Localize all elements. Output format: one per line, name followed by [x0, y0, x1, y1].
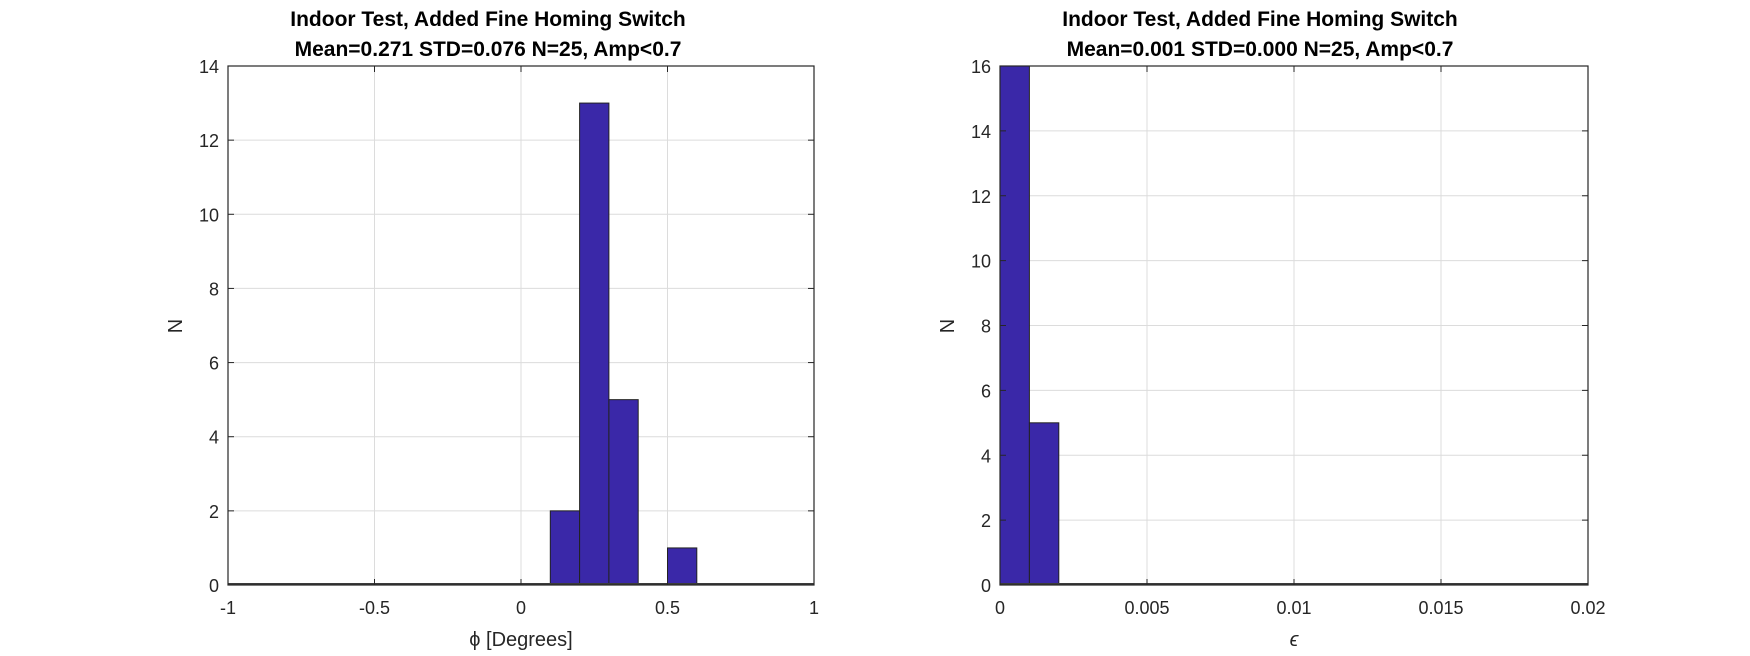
- y-tick-label: 10: [199, 205, 219, 225]
- x-tick-labels: 0 0.005 0.01 0.015 0.02: [995, 598, 1606, 618]
- chart-title: Indoor Test, Added Fine Homing Switch: [1062, 8, 1458, 31]
- y-tick-label: 2: [209, 502, 219, 522]
- histogram-bar: [1028, 422, 1060, 586]
- tick-marks: [227, 65, 815, 586]
- histogram-bar: [579, 102, 610, 586]
- x-tick-label: -0.5: [359, 598, 390, 618]
- grid-lines: [227, 65, 815, 586]
- y-axis-label: N: [937, 319, 959, 333]
- histogram-bar: [667, 547, 698, 586]
- histogram-bar: [549, 510, 581, 586]
- x-axis-label: ϵ: [1290, 629, 1300, 651]
- y-tick-label: 0: [981, 576, 991, 596]
- y-tick-label: 6: [209, 354, 219, 374]
- y-tick-labels: 0 2 4 6 8 10 12 14 16: [971, 57, 991, 596]
- histogram-phi: Indoor Test, Added Fine Homing Switch Me…: [165, 8, 819, 651]
- tick-marks: [999, 65, 1589, 586]
- histogram-epsilon: Indoor Test, Added Fine Homing Switch Me…: [937, 8, 1606, 651]
- x-tick-label: 0.02: [1570, 598, 1605, 618]
- x-tick-label: 0.005: [1124, 598, 1169, 618]
- y-tick-label: 8: [209, 279, 219, 299]
- y-tick-label: 10: [971, 252, 991, 272]
- histogram-bars: [228, 102, 814, 586]
- y-tick-label: 12: [971, 187, 991, 207]
- x-tick-label: 0.01: [1276, 598, 1311, 618]
- y-tick-label: 16: [971, 57, 991, 77]
- y-tick-label: 2: [981, 511, 991, 531]
- grid-lines: [999, 65, 1589, 586]
- chart-subtitle: Mean=0.001 STD=0.000 N=25, Amp<0.7: [1067, 38, 1454, 61]
- y-tick-label: 6: [981, 381, 991, 401]
- chart-title: Indoor Test, Added Fine Homing Switch: [290, 8, 686, 31]
- x-axis-label: ϕ [Degrees]: [469, 629, 572, 651]
- x-tick-label: 0: [516, 598, 526, 618]
- y-tick-label: 4: [981, 446, 991, 466]
- y-tick-label: 8: [981, 317, 991, 337]
- x-tick-label: 0.5: [655, 598, 680, 618]
- histogram-bar: [608, 399, 639, 586]
- x-tick-label: -1: [220, 598, 236, 618]
- y-axis-label: N: [165, 319, 187, 333]
- y-tick-label: 12: [199, 131, 219, 151]
- x-tick-label: 1: [809, 598, 819, 618]
- y-tick-label: 0: [209, 576, 219, 596]
- y-tick-label: 14: [971, 122, 991, 142]
- chart-subtitle: Mean=0.271 STD=0.076 N=25, Amp<0.7: [295, 38, 682, 61]
- x-tick-label: 0.015: [1418, 598, 1463, 618]
- y-tick-label: 14: [199, 57, 219, 77]
- x-tick-label: 0: [995, 598, 1005, 618]
- x-tick-labels: -1 -0.5 0 0.5 1: [220, 598, 819, 618]
- y-tick-labels: 0 2 4 6 8 10 12 14: [199, 57, 219, 596]
- y-tick-label: 4: [209, 428, 219, 448]
